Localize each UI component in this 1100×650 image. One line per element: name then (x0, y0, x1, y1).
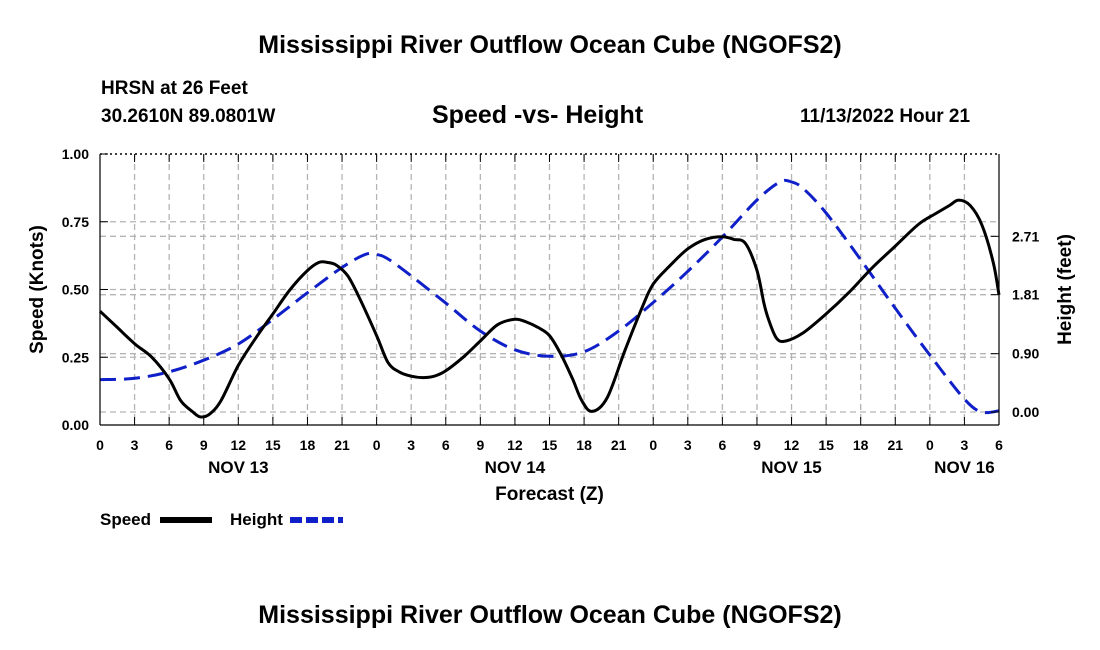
x-tick-label: 18 (853, 437, 869, 453)
x-tick-label: 21 (887, 437, 903, 453)
x-axis-label: Forecast (Z) (495, 484, 604, 505)
x-tick-label: 12 (784, 437, 800, 453)
x-tick-label: 15 (818, 437, 834, 453)
y2-tick-label: 0.00 (1012, 404, 1039, 420)
x-tick-label: 6 (165, 437, 173, 453)
x-tick-label: 12 (507, 437, 523, 453)
height-series-line (99, 178, 1000, 415)
chart-series (98, 178, 1001, 419)
x-day-label: NOV 15 (761, 458, 821, 477)
chart-axes: 0 3 6 9 12 15 18 21 0 3 6 9 12 15 18 21 0 3 6 9 12 15 18 21 0 3 6N… (27, 146, 1076, 505)
x-day-label: NOV 14 (485, 458, 546, 477)
x-tick-label: 15 (265, 437, 281, 453)
x-tick-label: 3 (131, 437, 139, 453)
chart-grid (100, 154, 999, 425)
x-tick-label: 9 (476, 437, 484, 453)
x-tick-label: 18 (576, 437, 592, 453)
x-tick-label: 15 (542, 437, 558, 453)
x-tick-label: 9 (753, 437, 761, 453)
x-tick-label: 21 (334, 437, 350, 453)
x-tick-label: 9 (200, 437, 208, 453)
x-tick-label: 21 (611, 437, 627, 453)
x-tick-label: 0 (96, 437, 104, 453)
x-tick-label: 6 (995, 437, 1003, 453)
y-axis-label: Speed (Knots) (27, 225, 48, 354)
x-tick-label: 12 (231, 437, 247, 453)
chart-legend: Speed Height (100, 510, 343, 529)
x-tick-label: 0 (926, 437, 934, 453)
y2-tick-label: 1.81 (1012, 287, 1039, 303)
x-tick-label: 0 (649, 437, 657, 453)
x-tick-label: 0 (373, 437, 381, 453)
forecast-date-label: 11/13/2022 Hour 21 (800, 106, 971, 127)
speed-height-chart: 0 3 6 9 12 15 18 21 0 3 6 9 12 15 18 21 0 3 6 9 12 15 18 21 0 3 6N… (27, 146, 1076, 529)
legend-label-height: Height (230, 510, 283, 529)
y-tick-label: 0.75 (62, 214, 89, 230)
x-tick-label: 3 (961, 437, 969, 453)
y-tick-label: 0.50 (62, 282, 89, 298)
plot-title: Speed -vs- Height (432, 101, 644, 129)
chart-footer-title: Mississippi River Outflow Ocean Cube (NG… (258, 601, 842, 629)
x-tick-label: 6 (718, 437, 726, 453)
y2-tick-label: 0.90 (1012, 346, 1039, 362)
station-label: HRSN at 26 Feet (101, 78, 248, 99)
x-tick-label: 6 (442, 437, 450, 453)
y-tick-label: 0.00 (62, 417, 89, 433)
speed-series-line (98, 198, 1001, 419)
x-tick-label: 18 (300, 437, 316, 453)
y2-tick-label: 2.71 (1012, 228, 1039, 244)
x-day-label: NOV 16 (934, 458, 994, 477)
location-coordinates: 30.2610N 89.0801W (101, 106, 276, 127)
x-day-label: NOV 13 (208, 458, 268, 477)
y-tick-label: 1.00 (62, 146, 89, 162)
x-tick-label: 3 (684, 437, 692, 453)
x-tick-label: 3 (407, 437, 415, 453)
legend-label-speed: Speed (100, 510, 151, 529)
chart-main-title: Mississippi River Outflow Ocean Cube (NG… (258, 31, 842, 59)
y-tick-label: 0.25 (62, 349, 89, 365)
y2-axis-label: Height (feet) (1055, 234, 1076, 345)
